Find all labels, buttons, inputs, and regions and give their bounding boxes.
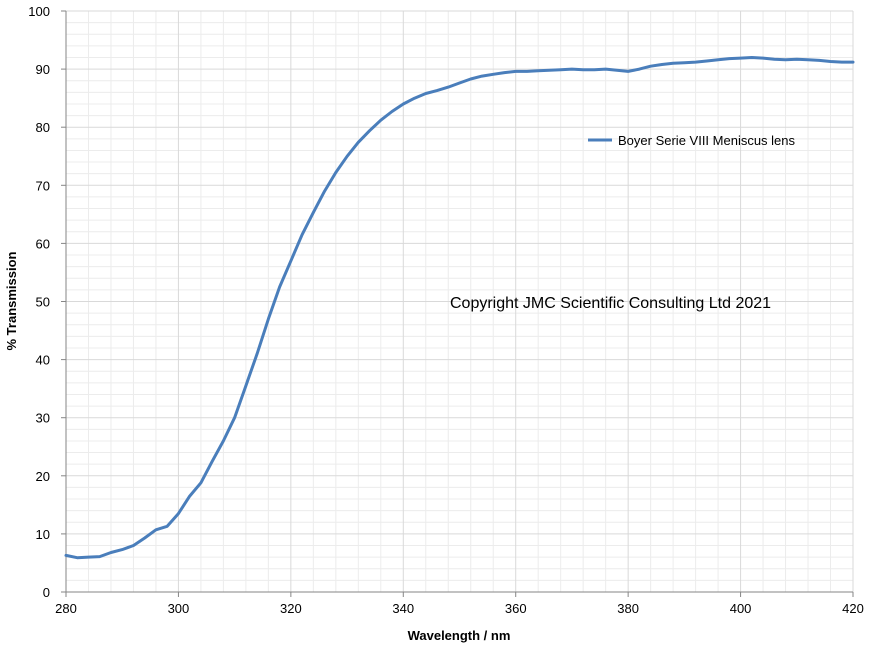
y-tick-label: 50 xyxy=(36,295,50,310)
y-tick-label: 70 xyxy=(36,178,50,193)
copyright-annotation: Copyright JMC Scientific Consulting Ltd … xyxy=(450,295,771,312)
y-tick-label: 0 xyxy=(43,585,50,600)
x-tick-label: 320 xyxy=(280,601,302,616)
series-lines xyxy=(64,56,855,560)
y-tick-label: 20 xyxy=(36,469,50,484)
y-axis-title: % Transmission xyxy=(4,251,19,350)
x-tick-label: 420 xyxy=(842,601,864,616)
y-tick-label: 10 xyxy=(36,527,50,542)
y-tick-label: 40 xyxy=(36,353,50,368)
x-tick-label: 300 xyxy=(168,601,190,616)
x-tick-label: 360 xyxy=(505,601,527,616)
x-tick-label: 400 xyxy=(730,601,752,616)
x-tick-label: 380 xyxy=(617,601,639,616)
x-tick-label: 280 xyxy=(55,601,77,616)
series-line xyxy=(64,56,855,560)
y-tick-label: 30 xyxy=(36,411,50,426)
tick-labels: 280 300 320 340 360 380 400 420 0 10 20 30 40 50 60 70 8… xyxy=(28,4,864,616)
x-tick-label: 340 xyxy=(392,601,414,616)
y-tick-label: 100 xyxy=(28,4,50,19)
y-tick-label: 90 xyxy=(36,62,50,77)
legend: Boyer Serie VIII Meniscus lens xyxy=(588,133,796,148)
y-tick-label: 60 xyxy=(36,236,50,251)
x-axis-title: Wavelength / nm xyxy=(408,628,511,643)
legend-label: Boyer Serie VIII Meniscus lens xyxy=(618,133,796,148)
gridlines xyxy=(66,10,854,592)
axes xyxy=(61,10,854,597)
y-tick-label: 80 xyxy=(36,120,50,135)
